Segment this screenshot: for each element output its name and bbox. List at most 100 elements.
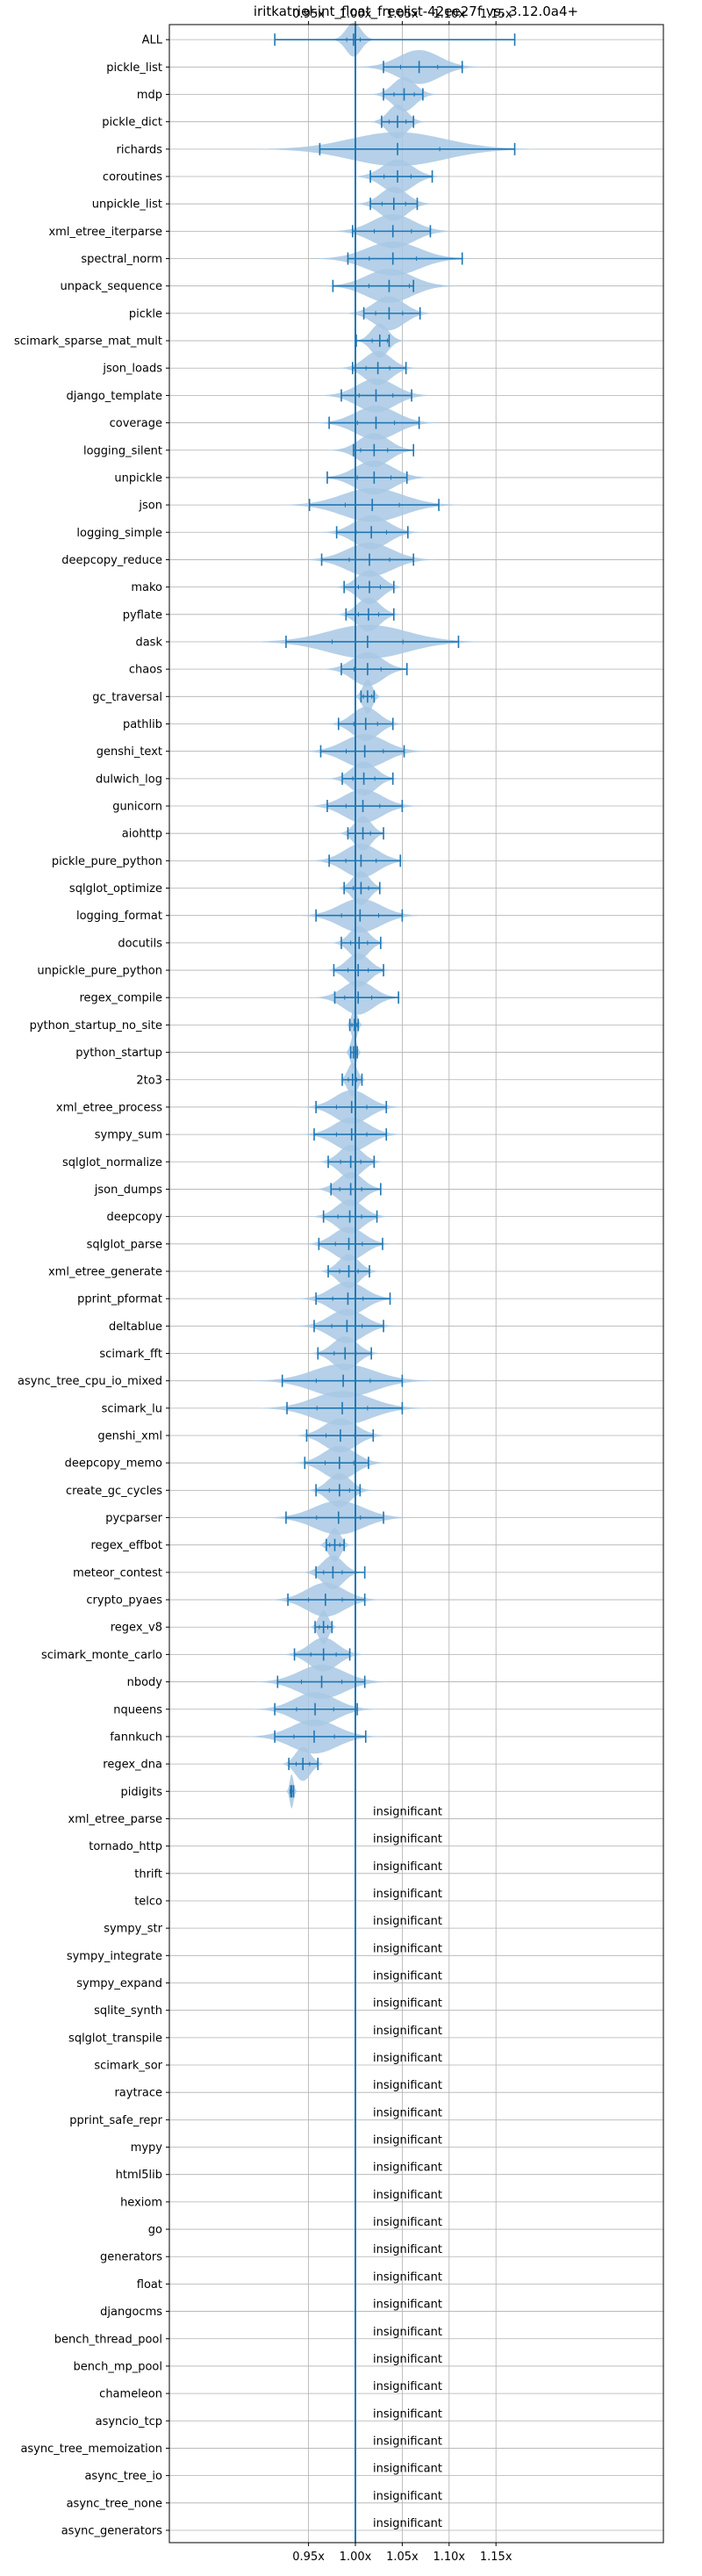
benchmark-label: xml_etree_process bbox=[56, 1101, 162, 1114]
benchmark-label: chameleon bbox=[99, 2388, 162, 2401]
benchmark-label: coverage bbox=[110, 417, 162, 430]
insignificant-label: insignificant bbox=[373, 2517, 442, 2530]
benchmark-label: unpack_sequence bbox=[60, 280, 162, 293]
insignificant-label: insignificant bbox=[373, 1997, 442, 2011]
benchmark-label: pickle_dict bbox=[102, 116, 162, 129]
benchmark-label: html5lib bbox=[116, 2169, 162, 2182]
insignificant-label: insignificant bbox=[373, 2380, 442, 2393]
insignificant-label: insignificant bbox=[373, 2025, 442, 2038]
benchmark-label: regex_dna bbox=[103, 1759, 162, 1772]
benchmark-label: pickle bbox=[129, 307, 162, 320]
x-tick-label-bottom: 1.15x bbox=[480, 2551, 512, 2564]
plot-frame bbox=[168, 24, 664, 2544]
x-tick-label-top: 1.15x bbox=[480, 8, 512, 21]
benchmark-label: json_dumps bbox=[94, 1184, 162, 1197]
benchmark-label: nqueens bbox=[113, 1703, 162, 1716]
benchmark-label: pidigits bbox=[121, 1786, 163, 1799]
benchmark-label: sqlite_synth bbox=[94, 2004, 162, 2018]
benchmark-label: python_startup bbox=[75, 1047, 162, 1060]
benchmark-label: scimark_sparse_mat_mult bbox=[14, 335, 162, 349]
benchmark-label: async_tree_memoization bbox=[20, 2443, 162, 2456]
benchmark-label: async_tree_cpu_io_mixed bbox=[18, 1375, 162, 1388]
benchmark-label: xml_etree_iterparse bbox=[48, 226, 162, 239]
insignificant-label: insignificant bbox=[373, 2407, 442, 2421]
benchmark-label: regex_compile bbox=[79, 992, 162, 1005]
insignificant-label: insignificant bbox=[373, 2299, 442, 2312]
insignificant-label: insignificant bbox=[373, 2052, 442, 2065]
chart-title: iritkatriel-int_float_freelist-42ee27f v… bbox=[254, 4, 578, 20]
insignificant-label: insignificant bbox=[373, 2435, 442, 2448]
x-tick-label-bottom: 0.95x bbox=[292, 2551, 325, 2564]
benchmark-label: hexiom bbox=[120, 2196, 162, 2209]
benchmark-label: go bbox=[148, 2224, 162, 2237]
benchmark-label: thrift bbox=[134, 1867, 162, 1881]
insignificant-label: insignificant bbox=[373, 1942, 442, 1955]
benchmark-label: richards bbox=[117, 143, 163, 156]
benchmark-label: xml_etree_generate bbox=[48, 1265, 162, 1278]
insignificant-label: insignificant bbox=[373, 2243, 442, 2256]
insignificant-label: insignificant bbox=[373, 1833, 442, 1846]
benchmark-label: asyncio_tcp bbox=[96, 2415, 162, 2428]
benchmark-label: pickle_pure_python bbox=[52, 855, 162, 868]
benchmark-label: sympy_sum bbox=[95, 1129, 162, 1142]
x-tick-label-bottom: 1.10x bbox=[433, 2551, 465, 2564]
insignificant-label: insignificant bbox=[373, 2162, 442, 2175]
benchmark-label: mypy bbox=[131, 2141, 163, 2155]
insignificant-label: insignificant bbox=[373, 1805, 442, 1818]
benchmark-label: sqlglot_parse bbox=[87, 1238, 162, 1251]
benchmark-label: coroutines bbox=[103, 171, 162, 184]
benchmark-label: python_startup_no_site bbox=[30, 1019, 162, 1033]
benchmark-label: logging_silent bbox=[83, 444, 162, 457]
benchmark-label: sqlglot_transpile bbox=[68, 2032, 162, 2045]
benchmark-label: bench_mp_pool bbox=[73, 2360, 162, 2373]
benchmark-label: async_tree_none bbox=[67, 2497, 162, 2510]
benchmark-label: regex_v8 bbox=[111, 1622, 162, 1635]
insignificant-label: insignificant bbox=[373, 1888, 442, 1901]
insignificant-label: insignificant bbox=[373, 2353, 442, 2366]
benchmark-label: float bbox=[137, 2278, 162, 2292]
benchmark-label: gc_traversal bbox=[92, 691, 162, 704]
benchmark-label: dulwich_log bbox=[96, 773, 162, 786]
benchmark-label: mako bbox=[131, 581, 162, 594]
benchmark-label: deltablue bbox=[109, 1320, 162, 1334]
benchmark-label: pathlib bbox=[123, 718, 162, 731]
benchmark-label: tornado_http bbox=[89, 1840, 162, 1853]
benchmark-label: fannkuch bbox=[110, 1731, 162, 1744]
benchmark-label: pycparser bbox=[105, 1512, 162, 1525]
x-tick-label-bottom: 1.05x bbox=[386, 2551, 419, 2564]
benchmark-label: scimark_monte_carlo bbox=[41, 1649, 162, 1662]
x-tick-label-top: 1.00x bbox=[340, 8, 372, 21]
benchmark-label: sqlglot_normalize bbox=[62, 1156, 162, 1169]
x-tick-label-top: 0.95x bbox=[292, 8, 325, 21]
benchmark-label: generators bbox=[100, 2251, 162, 2264]
insignificant-label: insignificant bbox=[373, 2270, 442, 2284]
benchmark-label: create_gc_cycles bbox=[66, 1485, 162, 1498]
benchmark-label: docutils bbox=[118, 937, 162, 950]
benchmark-label: logging_format bbox=[76, 910, 162, 923]
benchmark-label: genshi_xml bbox=[97, 1430, 162, 1443]
benchmark-label: deepcopy_memo bbox=[65, 1457, 162, 1471]
benchmark-label: async_tree_io bbox=[84, 2470, 162, 2483]
benchmark-label: django_template bbox=[67, 390, 162, 403]
insignificant-label: insignificant bbox=[373, 2189, 442, 2202]
insignificant-label: insignificant bbox=[373, 2106, 442, 2119]
insignificant-label: insignificant bbox=[373, 1915, 442, 1928]
insignificant-label: insignificant bbox=[373, 1860, 442, 1874]
violin-layer bbox=[247, 22, 539, 1809]
insignificant-label: insignificant bbox=[373, 2326, 442, 2339]
benchmark-label: gunicorn bbox=[112, 801, 162, 814]
benchmark-label: bench_thread_pool bbox=[54, 2333, 162, 2346]
benchmark-label: regex_effbot bbox=[90, 1539, 162, 1552]
benchmark-label: ALL bbox=[142, 34, 163, 47]
benchmark-label: djangocms bbox=[100, 2306, 162, 2319]
x-tick-label-top: 1.10x bbox=[433, 8, 465, 21]
benchmark-label: sympy_expand bbox=[76, 1977, 162, 1990]
benchmark-label: unpickle bbox=[114, 471, 162, 485]
benchmark-label: spectral_norm bbox=[81, 253, 162, 266]
insignificant-label: insignificant bbox=[373, 2134, 442, 2148]
benchmark-label: nbody bbox=[127, 1676, 163, 1689]
insignificant-label: insignificant bbox=[373, 2463, 442, 2476]
